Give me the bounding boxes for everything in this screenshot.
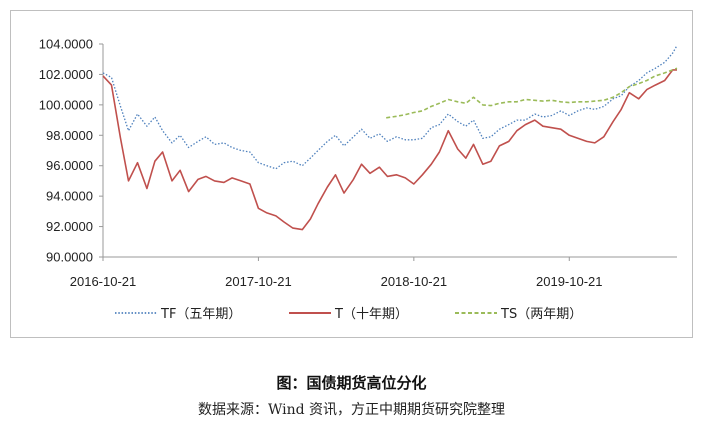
y-tick-label: 94.0000 (46, 189, 93, 204)
y-axis: 90.0000 92.0000 94.0000 96.0000 98.0000 100.0… (39, 37, 104, 265)
line-chart: 90.0000 92.0000 94.0000 96.0000 98.0000 100.0… (39, 37, 678, 322)
y-tick-label: 104.0000 (39, 37, 93, 52)
legend-label-2: TS（两年期） (500, 307, 582, 322)
legend-label-1: T（十年期） (334, 307, 408, 322)
x-tick-label: 2018-10-21 (381, 274, 448, 289)
y-tick-label: 96.0000 (46, 158, 93, 173)
y-tick-label: 90.0000 (46, 250, 93, 265)
figure-caption: 图：国债期货高位分化 (276, 374, 427, 392)
y-tick-label: 102.0000 (39, 67, 93, 82)
series-line-1 (102, 69, 677, 231)
x-axis: 2016-10-21 2017-10-21 2018-10-21 2019-10-21 (70, 256, 677, 289)
x-tick-label: 2016-10-21 (70, 274, 137, 289)
chart-frame: 90.0000 92.0000 94.0000 96.0000 98.0000 100.0… (10, 10, 693, 338)
data-source-note: 数据来源：Wind 资讯，方正中期期货研究院整理 (197, 402, 506, 418)
legend-label-0: TF（五年期） (160, 307, 241, 322)
series-line-2 (386, 67, 678, 119)
series-layer (102, 45, 678, 231)
y-tick-label: 98.0000 (46, 128, 93, 143)
series-line-0 (102, 45, 678, 170)
legend: TF（五年期） T（十年期） TS（两年期） (115, 307, 582, 322)
y-tick-label: 100.0000 (39, 97, 93, 112)
y-tick-label: 92.0000 (46, 219, 93, 234)
x-tick-label: 2017-10-21 (225, 274, 292, 289)
x-tick-label: 2019-10-21 (536, 274, 603, 289)
